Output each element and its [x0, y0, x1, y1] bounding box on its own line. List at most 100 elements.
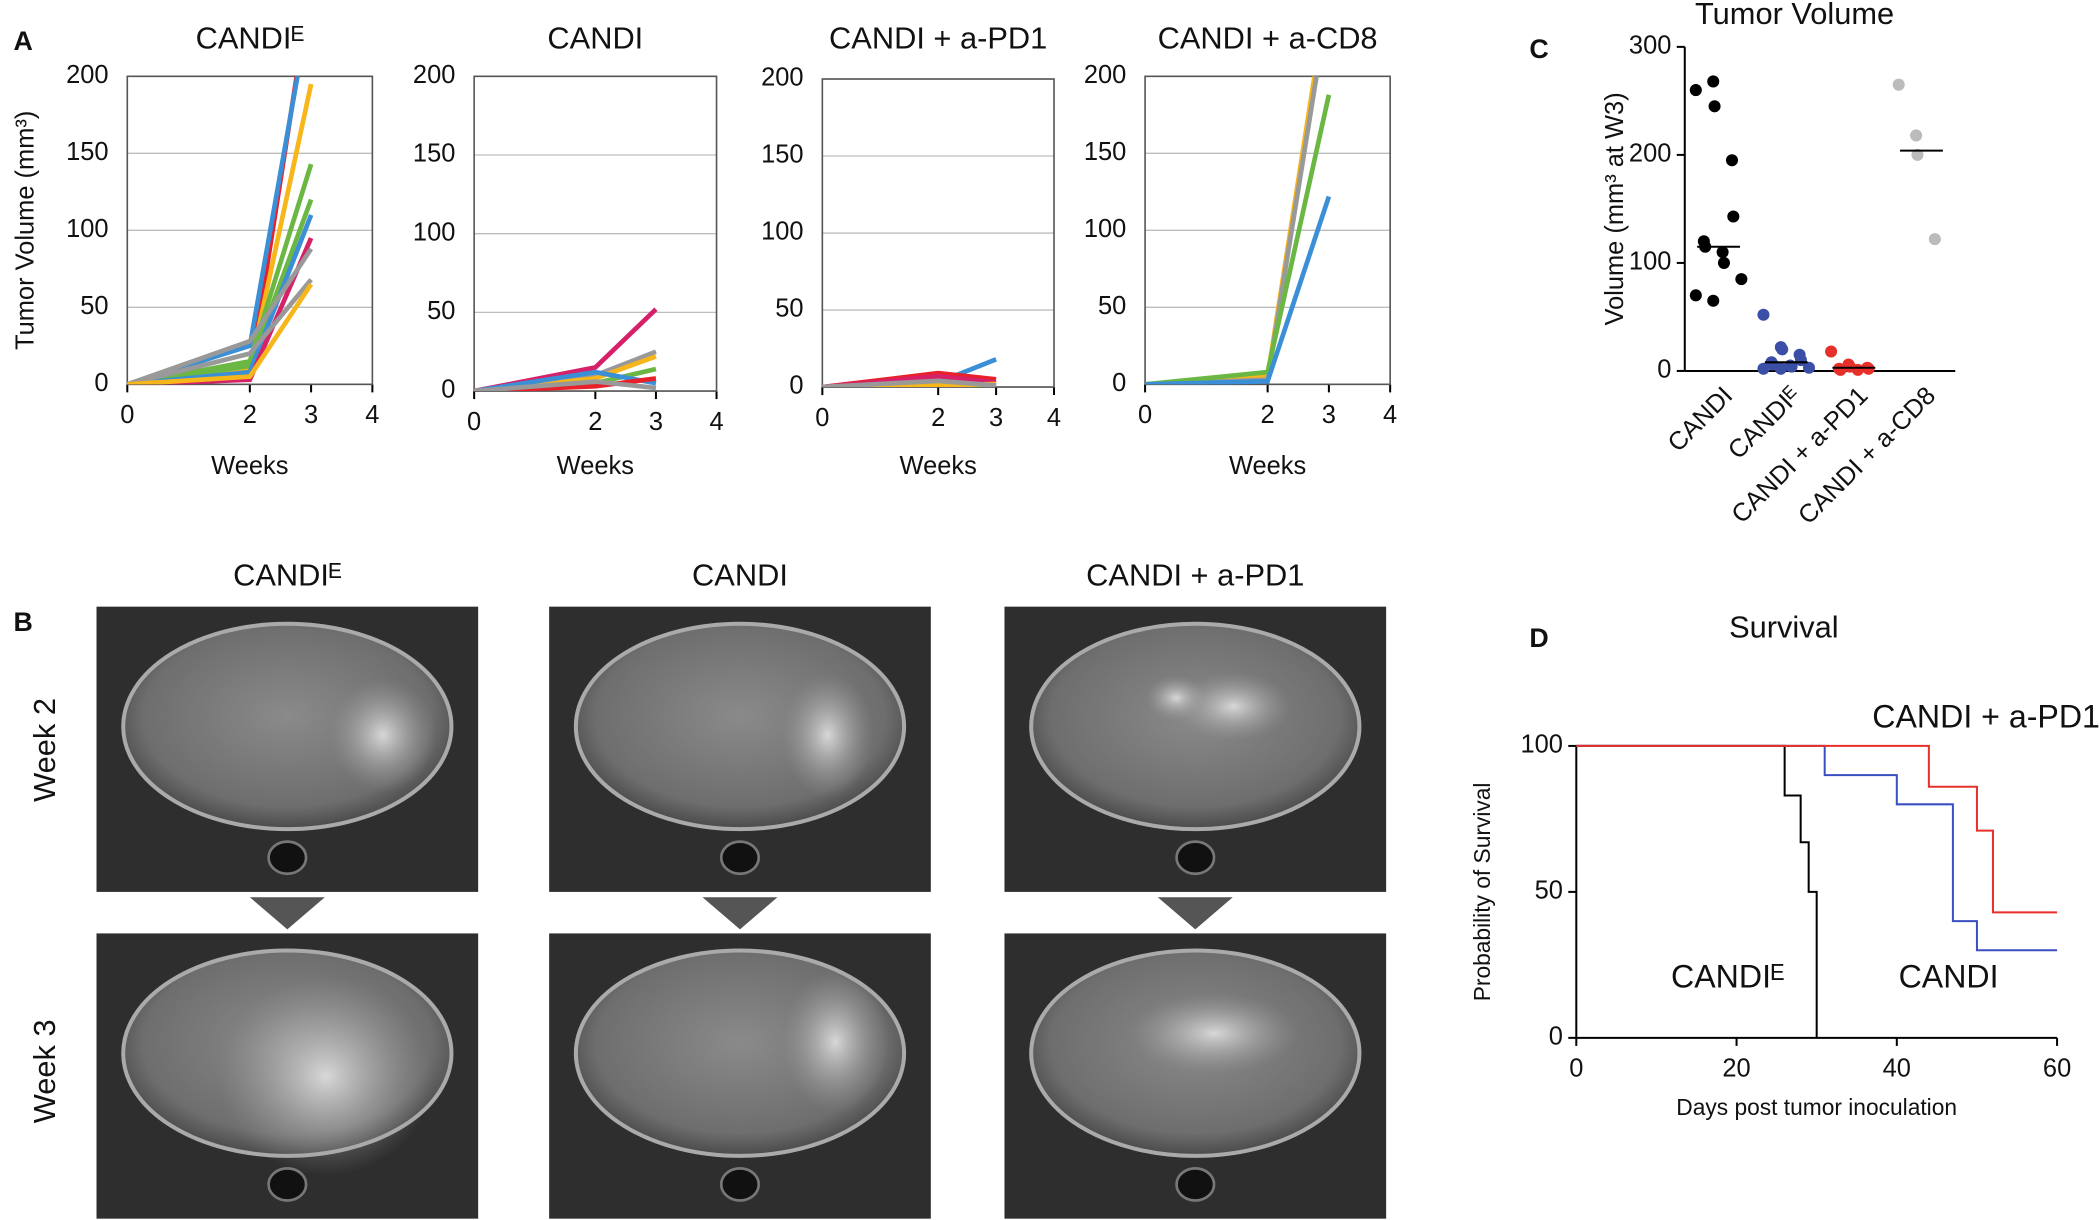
series-line [474, 379, 657, 392]
series-line [1145, 94, 1332, 385]
brainstem [719, 840, 761, 876]
y-tick-label: 100 [1084, 215, 1126, 243]
dot [1757, 308, 1770, 321]
y-tick-label: 0 [441, 376, 455, 404]
panel-label: C [1529, 34, 1548, 64]
dot [1851, 363, 1864, 376]
y-tick-label: 100 [1520, 731, 1562, 759]
x-axis-label: Weeks [557, 452, 634, 480]
tumor [781, 672, 874, 798]
x-axis-label: Weeks [1229, 452, 1306, 480]
chart-title: CANDI + a-PD1 [829, 20, 1047, 55]
dot [1776, 343, 1789, 356]
y-tick-label: 150 [413, 140, 455, 168]
tumor [329, 677, 437, 793]
dot [1825, 345, 1838, 358]
column-title: CANDI + a-PD1 [1086, 557, 1304, 592]
panel-label: B [13, 607, 32, 637]
y-axis-label: Volume (mm³ at W3) [1601, 92, 1629, 325]
x-tick-label: 2 [1261, 401, 1275, 429]
y-tick-label: 50 [427, 297, 455, 325]
y-axis-label: Tumor Volume (mm³) [12, 111, 40, 350]
dot [1708, 100, 1721, 113]
dot [1834, 363, 1847, 376]
brainstem [267, 840, 308, 876]
x-tick-label: 4 [365, 401, 379, 429]
dot [1689, 289, 1702, 302]
x-tick-label: 40 [1883, 1055, 1911, 1083]
y-tick-label: 0 [789, 372, 803, 400]
chart-title: Survival [1729, 610, 1839, 645]
y-tick-label: 150 [66, 138, 108, 166]
brainstem [1175, 1167, 1216, 1202]
tumor [218, 976, 433, 1176]
dot [1757, 362, 1770, 375]
y-tick-label: 200 [413, 61, 455, 89]
survival-curve [1576, 744, 2058, 952]
y-tick-label: 200 [66, 61, 108, 89]
series-label: CANDI [1899, 958, 1999, 994]
x-tick-label: 4 [1047, 404, 1061, 432]
column-title: CANDIᴱ [233, 557, 342, 592]
dot [1774, 362, 1787, 375]
x-tick-label: 0 [1569, 1055, 1583, 1083]
x-tick-label: 3 [989, 404, 1003, 432]
panel-label: A [13, 26, 32, 56]
y-tick-label: 50 [1535, 877, 1563, 905]
dot [1785, 360, 1798, 373]
dot [1928, 233, 1941, 246]
dot [1707, 75, 1720, 88]
brainstem [1175, 840, 1216, 876]
plot-frame [1144, 75, 1391, 386]
series-line [1145, 76, 1319, 385]
x-tick-label: 2 [931, 404, 945, 432]
x-tick-label: 3 [649, 408, 663, 436]
y-tick-label: 0 [1112, 369, 1126, 397]
y-tick-label: 150 [761, 141, 803, 169]
tumor [1145, 675, 1207, 721]
y-tick-label: 200 [1084, 61, 1126, 89]
x-tick-label: 3 [1322, 401, 1336, 429]
y-tick-label: 100 [761, 218, 803, 246]
series-line [822, 378, 997, 388]
row-label: Week 2 [27, 698, 62, 802]
y-tick-label: 200 [761, 64, 803, 92]
chart-title: CANDI + a-CD8 [1158, 20, 1378, 55]
chart: 0 50 100 150 200 0 2 3 4 CANDI + a-PD1 Weeks [761, 20, 1061, 480]
dot [1716, 246, 1729, 259]
plot-frame [473, 75, 718, 392]
dot [1892, 78, 1905, 91]
chart-title: CANDI [547, 20, 643, 55]
series-label: CANDI + a-PD1 [1872, 699, 2100, 735]
survival-curve [1576, 744, 1818, 1038]
dot [1735, 273, 1748, 286]
y-tick-label: 50 [1098, 292, 1126, 320]
y-tick-label: 200 [1629, 140, 1671, 168]
dot [1725, 154, 1739, 167]
x-tick-label: 20 [1722, 1055, 1750, 1083]
chart-title: CANDIᴱ [196, 20, 305, 55]
chart: 0 100 200 300 Tumor Volume Volume (mm³ at W3)… [1601, 0, 1956, 530]
x-tick-label: 2 [588, 408, 602, 436]
y-tick-label: 300 [1629, 32, 1671, 60]
y-tick-label: 0 [1657, 356, 1671, 384]
tumor [1130, 993, 1299, 1074]
dot [1862, 362, 1875, 375]
x-axis-label: Days post tumor inoculation [1676, 1094, 1957, 1120]
x-tick-label: 60 [2043, 1055, 2071, 1083]
dot [1911, 148, 1924, 161]
arrow [249, 897, 325, 930]
x-tick-label: 3 [304, 401, 318, 429]
series-label: CANDIᴱ [1671, 958, 1784, 994]
y-tick-label: 50 [80, 292, 108, 320]
series-line [1145, 195, 1332, 385]
series-line [127, 278, 313, 385]
chart: 0 50 100 150 200 0 2 3 4 CANDI + a-CD8 Weeks [1084, 20, 1397, 480]
chart: 0 50 100 150 200 0 2 3 4 CANDI Weeks [413, 20, 724, 480]
panel-label: D [1529, 623, 1548, 653]
row-label: Week 3 [27, 1019, 62, 1123]
x-tick-label: 4 [709, 408, 723, 436]
plot-frame [126, 75, 374, 386]
dot [1910, 129, 1923, 142]
